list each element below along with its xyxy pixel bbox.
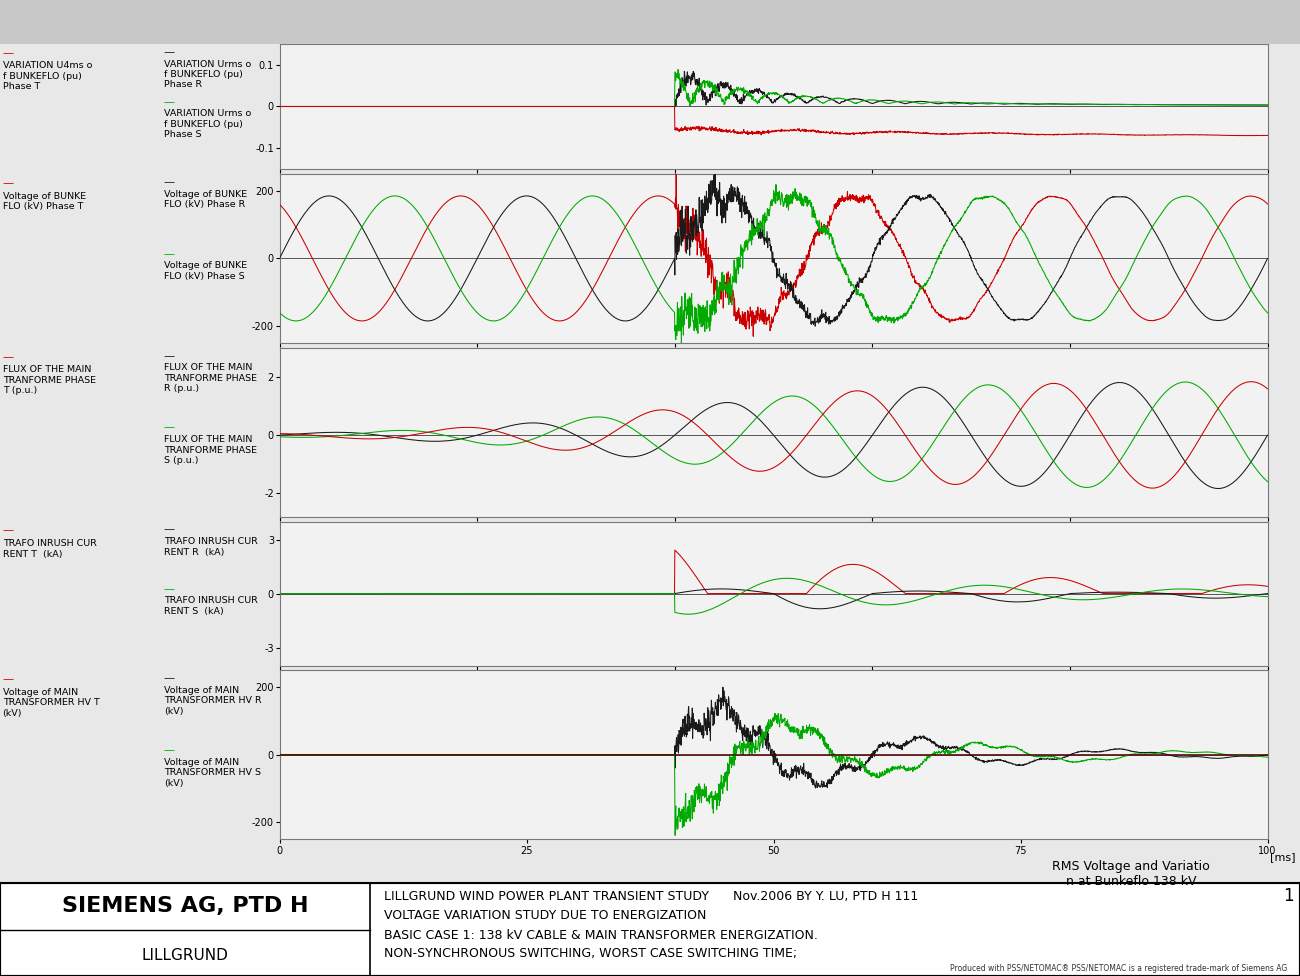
Text: —: —: [164, 745, 176, 755]
Text: Voltage of MAIN
TRANSFORMER HV R
(kV): Voltage of MAIN TRANSFORMER HV R (kV): [164, 686, 261, 715]
Text: Voltage of MAIN
TRANSFORMER HV T
(kV): Voltage of MAIN TRANSFORMER HV T (kV): [3, 688, 99, 717]
Text: —: —: [164, 423, 176, 432]
Text: BASIC CASE 1: 138 kV CABLE & MAIN TRANSFORMER ENERGIZATION.: BASIC CASE 1: 138 kV CABLE & MAIN TRANSF…: [384, 929, 818, 942]
Text: —: —: [164, 97, 176, 106]
Text: VARIATION Urms o
f BUNKEFLO (pu)
Phase R: VARIATION Urms o f BUNKEFLO (pu) Phase R: [164, 60, 251, 90]
Text: —: —: [164, 524, 176, 535]
Text: VOLTAGE VARIATION STUDY DUE TO ENERGIZATION: VOLTAGE VARIATION STUDY DUE TO ENERGIZAT…: [384, 910, 706, 922]
Text: Produced with PSS/NETOMAC® PSS/NETOMAC is a registered trade-mark of Siemens AG: Produced with PSS/NETOMAC® PSS/NETOMAC i…: [950, 964, 1287, 973]
Text: RMS Voltage and Variatio
n at Bunkeflo 138 kV: RMS Voltage and Variatio n at Bunkeflo 1…: [1052, 860, 1210, 887]
Text: TRAFO INRUSH CUR
RENT S  (kA): TRAFO INRUSH CUR RENT S (kA): [164, 596, 257, 616]
Text: FLUX OF THE MAIN
TRANFORME PHASE
T (p.u.): FLUX OF THE MAIN TRANFORME PHASE T (p.u.…: [3, 365, 96, 395]
Text: —: —: [164, 177, 176, 186]
Text: Voltage of BUNKE
FLO (kV) Phase R: Voltage of BUNKE FLO (kV) Phase R: [164, 189, 247, 209]
Text: TRAFO INRUSH CUR
RENT R  (kA): TRAFO INRUSH CUR RENT R (kA): [164, 537, 257, 556]
Text: —: —: [3, 674, 14, 684]
Text: —: —: [3, 48, 14, 58]
Text: Voltage of BUNKE
FLO (kV) Phase S: Voltage of BUNKE FLO (kV) Phase S: [164, 262, 247, 281]
Text: Voltage of MAIN
TRANSFORMER HV S
(kV): Voltage of MAIN TRANSFORMER HV S (kV): [164, 757, 261, 788]
Text: LILLGRUND WIND POWER PLANT TRANSIENT STUDY      Nov.2006 BY Y. LU, PTD H 111: LILLGRUND WIND POWER PLANT TRANSIENT STU…: [384, 890, 918, 903]
Text: SIEMENS AG, PTD H: SIEMENS AG, PTD H: [62, 897, 308, 916]
Text: —: —: [3, 525, 14, 536]
Text: —: —: [3, 351, 14, 362]
Text: —: —: [164, 584, 176, 593]
Text: —: —: [164, 673, 176, 683]
Text: NON-SYNCHRONOUS SWITCHING, WORST CASE SWITCHING TIME;: NON-SYNCHRONOUS SWITCHING, WORST CASE SW…: [384, 948, 797, 960]
Text: —: —: [164, 47, 176, 57]
Text: TRAFO INRUSH CUR
RENT T  (kA): TRAFO INRUSH CUR RENT T (kA): [3, 539, 96, 558]
Text: [ms]: [ms]: [1270, 852, 1296, 862]
Text: —: —: [164, 249, 176, 259]
Text: —: —: [3, 178, 14, 187]
Text: 1: 1: [1283, 887, 1294, 906]
Text: —: —: [164, 350, 176, 361]
Text: LILLGRUND: LILLGRUND: [142, 948, 229, 963]
Text: VARIATION Urms o
f BUNKEFLO (pu)
Phase S: VARIATION Urms o f BUNKEFLO (pu) Phase S: [164, 109, 251, 140]
Text: VARIATION U4ms o
f BUNKEFLO (pu)
Phase T: VARIATION U4ms o f BUNKEFLO (pu) Phase T: [3, 61, 92, 92]
Text: FLUX OF THE MAIN
TRANFORME PHASE
R (p.u.): FLUX OF THE MAIN TRANFORME PHASE R (p.u.…: [164, 363, 257, 393]
Text: Voltage of BUNKE
FLO (kV) Phase T: Voltage of BUNKE FLO (kV) Phase T: [3, 191, 86, 211]
Text: FLUX OF THE MAIN
TRANFORME PHASE
S (p.u.): FLUX OF THE MAIN TRANFORME PHASE S (p.u.…: [164, 435, 257, 465]
